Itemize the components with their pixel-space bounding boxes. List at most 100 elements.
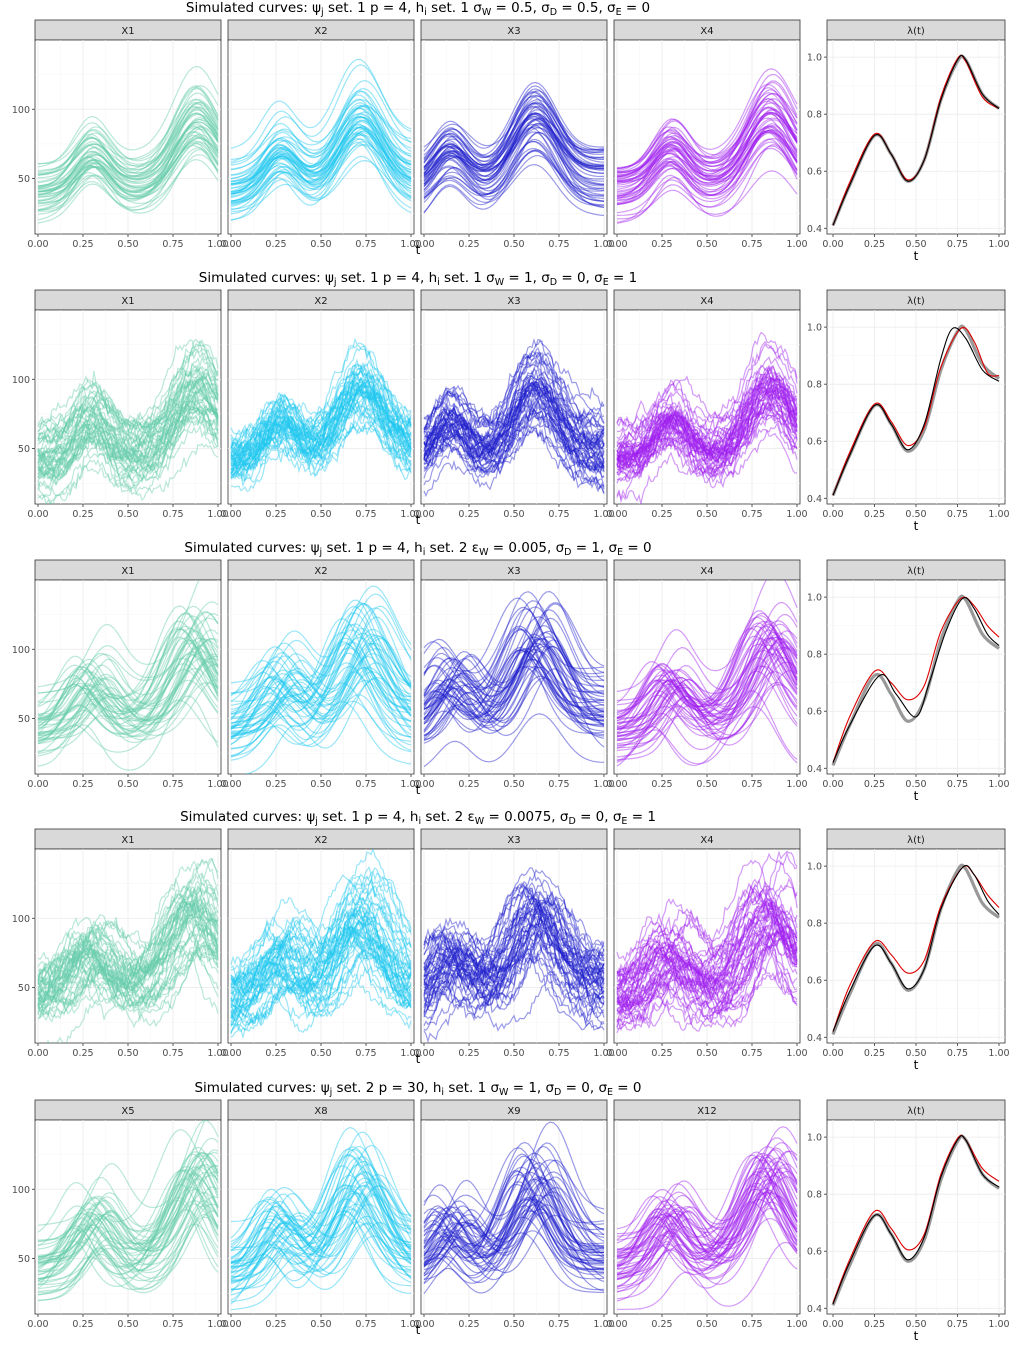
curve-line <box>423 131 605 200</box>
x-tick-label: 0.75 <box>741 779 762 790</box>
x-tick-label: 0.50 <box>310 779 331 790</box>
curve-panel-5-1: X5 0.00 0.25 0.50 0.75 1.00 50 100 <box>12 1099 229 1330</box>
curve-line <box>616 364 798 470</box>
curve-line <box>230 1154 412 1264</box>
curve-line <box>423 355 605 447</box>
curve-line <box>230 134 412 215</box>
curve-line <box>616 130 798 181</box>
y-tick-label: 0.8 <box>807 919 822 930</box>
title-subscript: i <box>441 1087 444 1098</box>
curve-line <box>616 637 798 716</box>
curve-line <box>37 897 219 996</box>
curve-line <box>230 113 412 195</box>
curve-line <box>230 98 412 185</box>
curve-line <box>423 90 605 174</box>
curve-line <box>616 421 798 504</box>
x-tick-label: 0.75 <box>741 1319 762 1330</box>
curve-line <box>37 338 219 444</box>
lambda-alt-line <box>832 596 1000 763</box>
curve-line <box>616 414 798 479</box>
curve-line <box>423 910 605 1011</box>
x-tick-label: 1.00 <box>207 1048 228 1059</box>
title-text: = 0.5, σ <box>491 0 550 16</box>
curve-line <box>423 115 604 170</box>
curve-line <box>423 645 605 742</box>
curve-line <box>230 345 412 449</box>
curve-line <box>230 363 412 449</box>
curve-line <box>423 94 605 163</box>
curve-line <box>423 410 605 467</box>
curve-line <box>37 385 219 463</box>
curve-line <box>616 137 798 183</box>
curve-line <box>37 1210 219 1292</box>
curve-line <box>616 914 798 1013</box>
curve-line <box>37 653 219 741</box>
curve-line <box>230 1203 412 1265</box>
curve-line <box>616 610 798 722</box>
curve-line <box>617 932 798 1030</box>
curve-line <box>230 381 412 459</box>
curve-line <box>37 369 219 477</box>
title-text: Simulated curves: ψ <box>184 540 319 556</box>
curve-line <box>616 385 798 471</box>
curve-line <box>230 919 412 1005</box>
curve-line <box>230 1148 412 1267</box>
curve-line <box>616 389 798 468</box>
curve-line <box>616 851 798 982</box>
curve-panel-2-3: X3 0.00 0.25 0.50 0.75 1.00 <box>413 289 615 520</box>
curve-line <box>616 107 798 185</box>
curve-line <box>38 148 219 214</box>
curve-line <box>423 406 605 474</box>
curve-line <box>37 1204 219 1296</box>
title-subscript: W <box>475 816 485 827</box>
curve-line <box>616 372 798 457</box>
curve-line <box>230 386 412 463</box>
curve-line <box>37 147 219 198</box>
x-tick-label: 0.25 <box>265 1048 286 1059</box>
curve-line <box>37 98 219 176</box>
x-tick-label: 1.00 <box>988 779 1009 790</box>
curve-line <box>423 896 605 1013</box>
curve-line <box>423 937 605 1015</box>
curve-line <box>423 112 605 185</box>
curve-line <box>423 1159 605 1231</box>
curve-line <box>37 375 219 444</box>
curve-line <box>616 387 798 452</box>
x-tick-label: 1.00 <box>593 239 614 250</box>
x-tick-label: 0.75 <box>162 239 183 250</box>
curve-line <box>423 1145 605 1255</box>
curve-line <box>230 115 412 202</box>
curve-line <box>616 92 798 178</box>
curve-line <box>37 940 219 1023</box>
curve-line <box>423 118 605 177</box>
curve-line <box>616 1188 798 1264</box>
curve-line <box>423 407 605 480</box>
curve-line <box>616 401 798 504</box>
curve-line <box>423 1210 605 1284</box>
curve-line <box>230 90 412 180</box>
x-tick-label: 0.00 <box>220 779 241 790</box>
curve-line <box>230 395 412 472</box>
curve-line <box>423 118 605 187</box>
curve-line <box>37 605 219 706</box>
lambda-x-axis-title: t <box>914 519 919 533</box>
curve-line <box>423 881 605 977</box>
curve-line <box>230 700 412 757</box>
curve-line <box>616 884 798 977</box>
curve-line <box>423 658 605 720</box>
curve-line <box>616 117 798 204</box>
curve-line <box>230 112 412 171</box>
curve-line <box>230 617 412 721</box>
curve-line <box>37 404 219 472</box>
title-subscript: D <box>564 547 571 558</box>
curve-line <box>230 1220 412 1283</box>
curve-line <box>37 909 219 1007</box>
curve-line <box>37 657 219 733</box>
curve-line <box>37 663 219 724</box>
curve-line <box>37 367 219 461</box>
curve-line <box>423 883 605 990</box>
curve-line <box>616 931 798 1012</box>
curve-line <box>616 81 798 178</box>
curve-line <box>616 403 798 479</box>
curve-line <box>230 944 412 1038</box>
